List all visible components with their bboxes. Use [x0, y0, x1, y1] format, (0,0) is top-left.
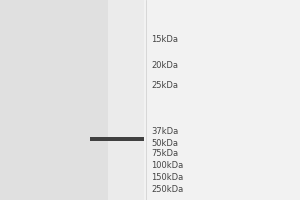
Text: 100kDa: 100kDa	[152, 160, 184, 170]
Text: 15kDa: 15kDa	[152, 36, 178, 45]
Text: 37kDa: 37kDa	[152, 127, 179, 136]
Text: 25kDa: 25kDa	[152, 81, 178, 90]
Bar	[90, 137, 144, 141]
Text: 20kDa: 20kDa	[152, 60, 178, 70]
Bar	[0, 0, 144, 200]
Text: 75kDa: 75kDa	[152, 148, 178, 158]
Bar	[108, 0, 144, 200]
Text: 150kDa: 150kDa	[152, 172, 184, 182]
Text: 250kDa: 250kDa	[152, 184, 184, 194]
Text: 50kDa: 50kDa	[152, 138, 178, 148]
